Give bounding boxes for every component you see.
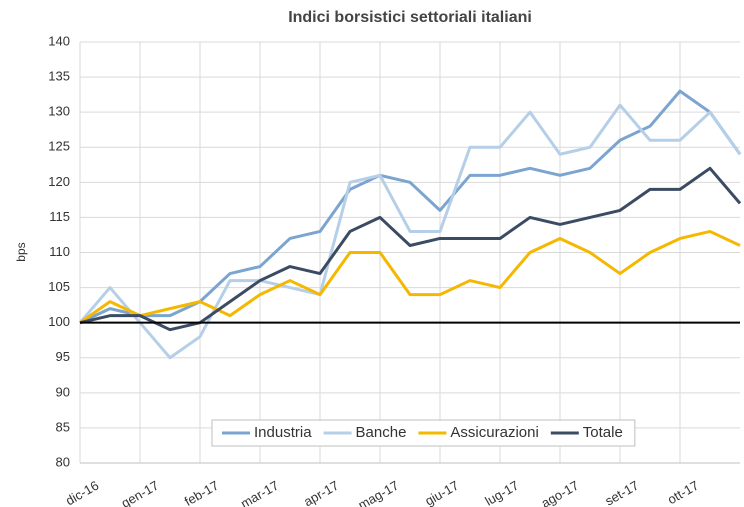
x-tick-label: set-17 bbox=[602, 478, 641, 507]
legend-label: Assicurazioni bbox=[450, 424, 538, 441]
y-tick-label: 135 bbox=[48, 69, 70, 84]
y-tick-label: 90 bbox=[56, 384, 70, 399]
y-tick-label: 110 bbox=[49, 244, 70, 259]
x-tick-label: apr-17 bbox=[301, 478, 341, 507]
legend-label: Industria bbox=[254, 424, 312, 441]
y-tick-label: 130 bbox=[48, 104, 70, 119]
x-tick-label: mag-17 bbox=[356, 478, 402, 507]
x-tick-label: dic-16 bbox=[63, 478, 101, 507]
x-tick-label: lug-17 bbox=[482, 478, 521, 507]
y-tick-label: 100 bbox=[48, 314, 70, 329]
y-tick-label: 120 bbox=[48, 174, 70, 189]
chart-title: Indici borsistici settoriali italiani bbox=[288, 9, 532, 26]
y-tick-label: 80 bbox=[56, 454, 70, 469]
series-line bbox=[79, 166, 742, 332]
y-tick-label: 125 bbox=[48, 139, 70, 154]
y-tick-label: 95 bbox=[56, 349, 70, 364]
x-tick-label: giu-17 bbox=[422, 478, 461, 507]
x-tick-label: mar-17 bbox=[238, 478, 281, 507]
legend-label: Totale bbox=[583, 424, 623, 441]
y-tick-label: 85 bbox=[56, 419, 70, 434]
legend-label: Banche bbox=[356, 424, 407, 441]
y-tick-label: 115 bbox=[49, 209, 70, 224]
legend: Industria Banche Assicurazioni Totale bbox=[211, 419, 636, 447]
y-tick-label: 140 bbox=[48, 33, 70, 48]
y-axis-label: bps bbox=[14, 242, 28, 261]
x-tick-label: ott-17 bbox=[665, 478, 701, 507]
series-line bbox=[79, 89, 742, 325]
x-tick-label: feb-17 bbox=[182, 478, 221, 507]
x-tick-label: ago-17 bbox=[539, 478, 582, 507]
x-tick-label: gen-17 bbox=[119, 478, 162, 507]
series-line bbox=[79, 229, 741, 324]
y-tick-label: 105 bbox=[48, 279, 70, 294]
series-line bbox=[78, 103, 742, 360]
